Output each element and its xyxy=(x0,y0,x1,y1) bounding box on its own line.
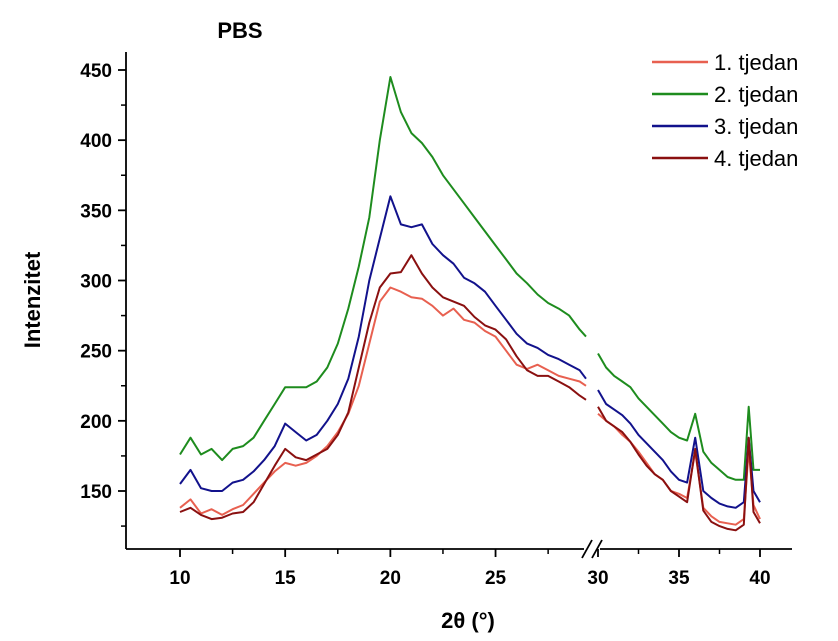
chart-title: PBS xyxy=(217,18,262,43)
legend: 1. tjedan 2. tjedan 3. tjedan 4. tjedan xyxy=(652,50,798,171)
legend-label-2: 2. tjedan xyxy=(714,82,798,107)
y-tick-label: 400 xyxy=(80,131,112,152)
x-tick-label: 40 xyxy=(749,568,770,589)
series-line-2-left xyxy=(179,76,587,462)
x-axis-title: 2θ (°) xyxy=(441,608,495,633)
x-axis-title-text: 2θ (°) xyxy=(441,608,495,633)
y-tick-label: 450 xyxy=(80,61,112,82)
y-tick-label: 300 xyxy=(80,272,112,293)
series-line-4-left xyxy=(179,254,587,521)
y-tick-label: 250 xyxy=(80,342,112,363)
y-tick-label: 200 xyxy=(80,412,112,433)
x-tick-label: 20 xyxy=(380,568,401,589)
y-tick-label: 150 xyxy=(80,482,112,503)
series-line-2-right xyxy=(597,352,760,481)
x-tick-label: 35 xyxy=(668,568,690,589)
series-line-3-left xyxy=(179,195,587,492)
x-ticks: 10 15 20 25 30 35 40 xyxy=(169,549,771,589)
legend-label-1: 1. tjedan xyxy=(714,50,798,75)
x-tick-label: 15 xyxy=(275,568,297,589)
legend-label-4: 4. tjedan xyxy=(714,146,798,171)
legend-label-3: 3. tjedan xyxy=(714,114,798,139)
series-line-4-right xyxy=(597,406,761,532)
y-ticks: 150 200 250 300 350 400 450 xyxy=(80,61,126,527)
x-tick-label: 25 xyxy=(485,568,507,589)
x-tick-label: 30 xyxy=(587,568,608,589)
x-tick-label: 10 xyxy=(169,568,190,589)
y-axis-title: Intenzitet xyxy=(20,251,45,348)
series-line-3-right xyxy=(597,389,761,509)
y-tick-label: 350 xyxy=(80,201,112,222)
axis-break-mark xyxy=(581,539,603,559)
series-line-1-left xyxy=(179,286,587,516)
series-group xyxy=(179,76,761,532)
